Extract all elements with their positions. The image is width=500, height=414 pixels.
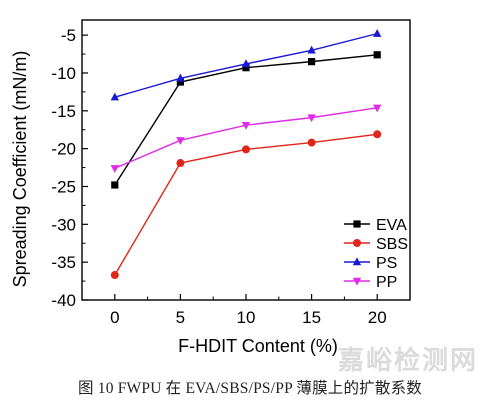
legend-item-pp: PP [344, 274, 397, 291]
data-point-sbs [373, 130, 382, 139]
y-axis: -40 -35 -30 -25 -20 -15 -10 -5 [51, 26, 88, 310]
series-pp [110, 104, 382, 173]
series-eva [111, 51, 381, 189]
legend-marker [352, 257, 362, 266]
x-tick-label: 5 [176, 308, 185, 327]
data-point-pp [241, 121, 251, 130]
data-point-ps [176, 73, 185, 82]
legend-marker [353, 220, 361, 228]
legend-marker [352, 277, 362, 286]
series-line-sbs [114, 133, 378, 276]
figure-caption: 图 10 FWPU 在 EVA/SBS/PS/PP 薄膜上的扩散系数 [77, 380, 422, 397]
series-line-pp [114, 107, 378, 169]
data-point-sbs [110, 271, 119, 280]
series-layer [110, 29, 382, 280]
data-point-pp [176, 137, 185, 145]
x-tick-label: 10 [237, 308, 256, 327]
data-point-ps [110, 92, 119, 101]
data-point-pp [307, 114, 316, 123]
y-axis-label: Spreading Coefficient (mN/m) [10, 51, 30, 288]
y-tick-label: -20 [51, 140, 76, 159]
legend-marker [353, 239, 361, 247]
legend-label: PS [376, 255, 397, 272]
legend-label: SBS [376, 236, 408, 253]
data-point-ps [241, 59, 251, 68]
x-tick-label: 20 [368, 308, 387, 327]
data-point-eva [111, 181, 119, 189]
data-point-eva [373, 51, 381, 59]
data-point-sbs [242, 145, 250, 154]
y-tick-label: -15 [51, 102, 76, 121]
y-tick-label: -10 [51, 64, 76, 83]
data-point-sbs [307, 138, 316, 147]
data-point-pp [110, 165, 119, 173]
legend-item-sbs: SBS [344, 236, 408, 253]
series-line-eva [114, 54, 378, 186]
y-tick-label: -5 [61, 26, 76, 45]
legend: EVA SBS PS PP [344, 217, 408, 291]
x-axis: 0 5 10 15 20 [110, 294, 387, 327]
legend-label: EVA [376, 217, 407, 234]
series-ps [110, 29, 382, 101]
legend-item-ps: PS [344, 255, 397, 272]
series-sbs [110, 130, 382, 280]
y-tick-label: -25 [51, 177, 76, 196]
data-point-sbs [176, 159, 185, 168]
y-tick-label: -35 [51, 253, 76, 272]
y-tick-label: -30 [51, 215, 76, 234]
data-point-eva [242, 64, 250, 72]
watermark: 嘉峪检测网 [337, 346, 478, 376]
data-point-eva [308, 58, 316, 66]
x-axis-label: F-HDIT Content (%) [178, 336, 338, 356]
legend-label: PP [376, 274, 397, 291]
data-point-eva [176, 78, 184, 86]
y-tick-label: -40 [51, 291, 76, 310]
data-point-pp [373, 104, 382, 113]
x-tick-label: 15 [302, 308, 321, 327]
line-chart: -40 -35 -30 -25 -20 -15 -10 -5 0 5 10 15 20 EVA SBS P… [10, 19, 411, 356]
data-point-ps [307, 45, 316, 54]
legend-item-eva: EVA [344, 217, 407, 234]
x-tick-label: 0 [110, 308, 119, 327]
data-point-ps [373, 29, 382, 37]
